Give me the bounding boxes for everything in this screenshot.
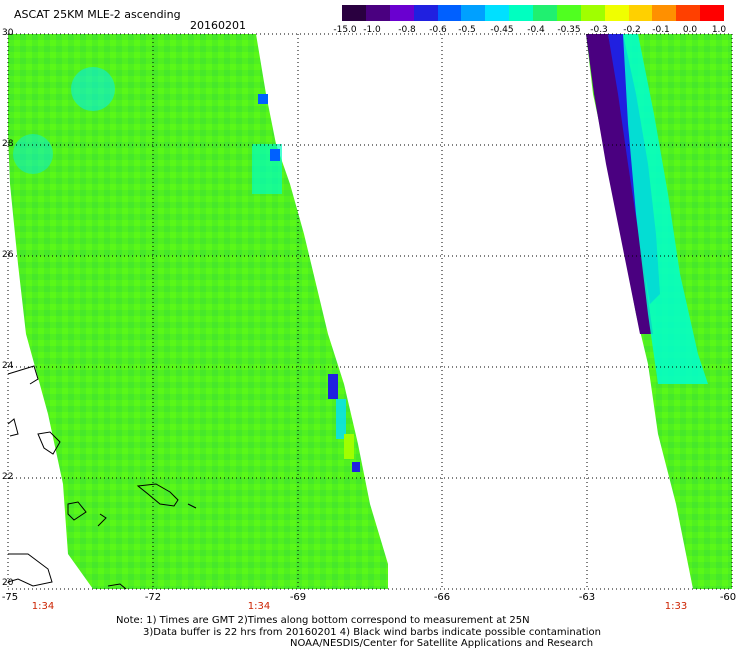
wind-feature <box>258 94 268 104</box>
colorbar-segment <box>437 5 462 21</box>
colorbar-segment <box>700 5 724 21</box>
colorbar-label: -0.8 <box>398 25 416 35</box>
wind-feature <box>344 434 354 459</box>
wind-feature <box>336 399 346 439</box>
colorbar-segment <box>342 5 366 21</box>
wind-feature <box>71 67 115 111</box>
colorbar-segment <box>485 5 510 21</box>
note-line: Note: 1) Times are GMT 2)Times along bot… <box>116 615 530 626</box>
lon-label: -69 <box>289 592 307 603</box>
lat-label: 24 <box>2 361 14 371</box>
colorbar-segment <box>461 5 486 21</box>
lon-label: -66 <box>433 592 451 603</box>
colorbar-segment <box>389 5 414 21</box>
colorbar-label: -0.4 <box>527 25 545 35</box>
colorbar-label: -0.5 <box>458 25 476 35</box>
colorbar-segment <box>413 5 438 21</box>
colorbar-label: -15.0 <box>333 25 357 35</box>
colorbar-segment <box>604 5 629 21</box>
wind-feature <box>13 134 53 174</box>
colorbar-label: -0.1 <box>652 25 670 35</box>
lat-label: 20 <box>2 578 14 588</box>
lat-label: 26 <box>2 250 14 260</box>
note-line: NOAA/NESDIS/Center for Satellite Applica… <box>290 638 594 649</box>
colorbar <box>342 5 724 21</box>
wind-feature <box>328 374 338 399</box>
lon-label: -72 <box>144 592 162 603</box>
colorbar-segment <box>533 5 557 21</box>
lat-label: 22 <box>2 472 14 482</box>
lon-label: -63 <box>578 592 596 603</box>
swath-east-cyan <box>623 34 708 384</box>
time-label: 1:34 <box>247 601 271 612</box>
map-title: ASCAT 25KM MLE-2 ascending <box>14 8 181 21</box>
coastline <box>7 365 197 590</box>
colorbar-segment <box>676 5 701 21</box>
time-label: 1:34 <box>31 601 55 612</box>
colorbar-label: -0.3 <box>590 25 608 35</box>
colorbar-segment <box>556 5 581 21</box>
colorbar-label: 0.0 <box>682 25 698 35</box>
map-date: 20160201 <box>190 19 246 32</box>
wind-feature <box>270 149 280 161</box>
swath-west <box>8 34 388 589</box>
lon-label: -75 <box>1 592 19 603</box>
colorbar-segment <box>628 5 653 21</box>
lon-label: -60 <box>719 592 737 603</box>
colorbar-segment <box>509 5 533 21</box>
colorbar-label: -0.2 <box>623 25 641 35</box>
wind-feature <box>352 462 360 472</box>
colorbar-label: -0.35 <box>557 25 581 35</box>
lat-label: 28 <box>2 139 14 149</box>
colorbar-segment <box>365 5 390 21</box>
graticule <box>7 33 733 590</box>
colorbar-segment <box>652 5 677 21</box>
note-line: 3)Data buffer is 22 hrs from 20160201 4)… <box>143 627 601 638</box>
colorbar-label: -1.0 <box>363 25 381 35</box>
colorbar-label: -0.6 <box>429 25 447 35</box>
colorbar-segment <box>580 5 605 21</box>
time-label: 1:33 <box>664 601 688 612</box>
lat-label: 30 <box>2 28 14 38</box>
colorbar-label: -0.45 <box>490 25 514 35</box>
map-plot <box>7 33 733 590</box>
colorbar-label: 1.0 <box>711 25 727 35</box>
swath-east-edge <box>586 34 653 334</box>
